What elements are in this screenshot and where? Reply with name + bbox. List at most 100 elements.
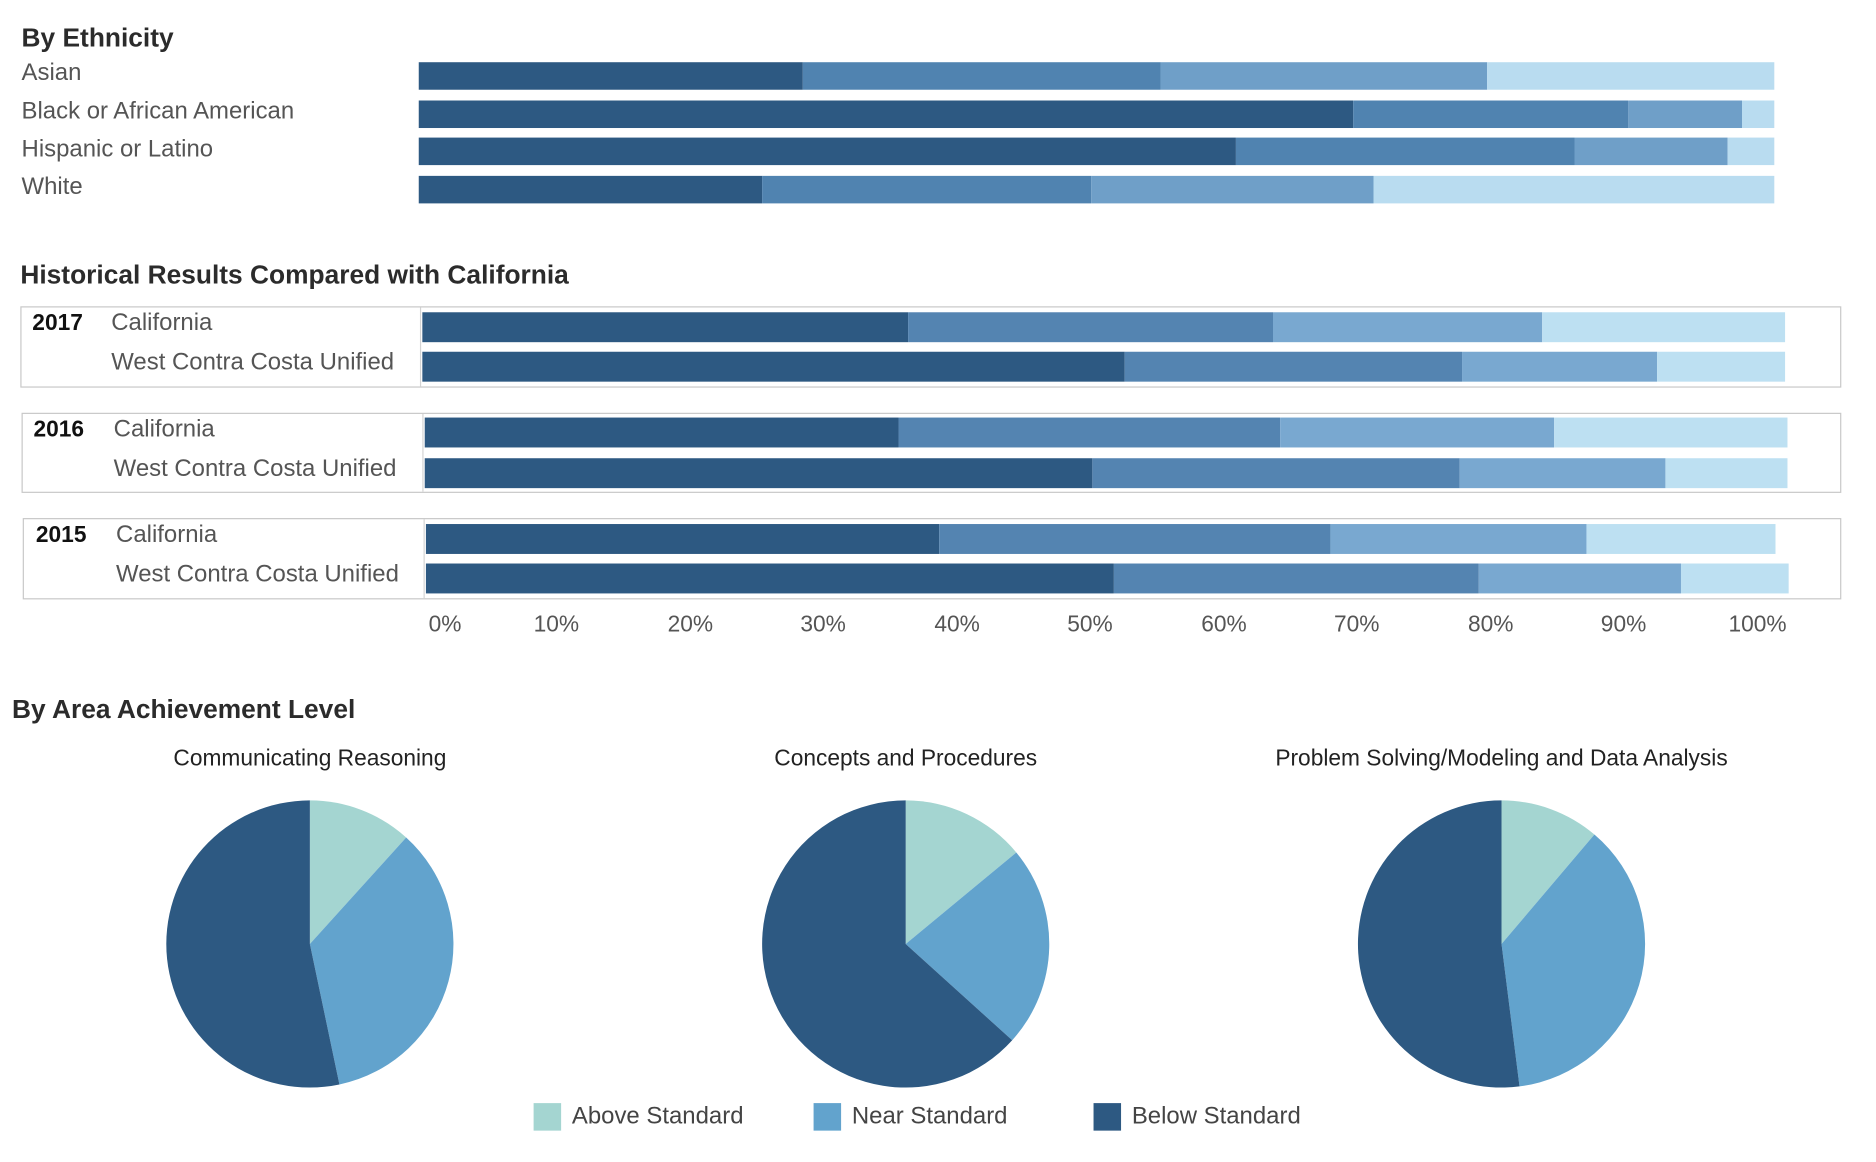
area-title: By Area Achievement Level: [11, 693, 356, 724]
historical-bar-2016-1-segment-3: [1280, 417, 1555, 448]
ethnicity-bar-3-segment-4: [1728, 138, 1775, 166]
historical-bar-2017-2-segment-1: [422, 351, 1125, 382]
label-2017-california: California: [111, 309, 213, 337]
legend-below-label: Below Standard: [1131, 1103, 1301, 1130]
historical-bar-2015-2-segment-2: [1114, 563, 1479, 594]
historical-title: Historical Results Compared with Califor…: [20, 259, 569, 290]
historical-bar-2015-2-segment-1: [425, 563, 1115, 594]
pie-2-slice-above: [905, 800, 1017, 944]
group-2016-box: [21, 412, 1842, 493]
legend-near-label: Near Standard: [851, 1103, 1008, 1130]
year-2017-label: 2017: [32, 311, 83, 337]
historical-bar-2017-1-segment-3: [1272, 312, 1543, 343]
historical-bar-2016-2-segment-1: [424, 458, 1093, 489]
historical-bar-2017-2: [422, 351, 1786, 382]
ethnicity-bar-3-segment-3: [1575, 138, 1729, 166]
x-tick-label: 80%: [1468, 612, 1514, 638]
ethnicity-bar-3: [418, 138, 1775, 166]
historical-bar-2015-1-segment-4: [1586, 524, 1776, 554]
label-2016-wccu: West Contra Costa Unified: [113, 455, 397, 483]
historical-bar-2015-1-segment-2: [938, 524, 1331, 554]
label-2017-wccu: West Contra Costa Unified: [111, 349, 395, 376]
ethnicity-bar-4-segment-2: [761, 175, 1092, 204]
pie-3-slice-below: [1357, 800, 1520, 1088]
legend-above-swatch: [533, 1103, 562, 1131]
pie-1-slice-near: [309, 837, 454, 1085]
x-tick-label: 10%: [533, 612, 580, 638]
x-tick-label: 100%: [1728, 612, 1787, 638]
historical-bar-2017-1-segment-4: [1542, 312, 1786, 343]
historical-bar-2015-2-segment-4: [1681, 563, 1789, 594]
historical-bar-2015-2: [425, 563, 1789, 594]
pie-3-slice-above: [1501, 800, 1595, 944]
historical-bar-2016-2-segment-4: [1664, 458, 1788, 489]
historical-bars: [422, 312, 1789, 594]
group-2017-box: [20, 306, 1842, 388]
ethnicity-bar-2-segment-4: [1741, 100, 1775, 128]
year-2016-label: 2016: [33, 417, 85, 443]
historical-bar-2015-1-segment-1: [425, 524, 939, 554]
x-tick-label: 20%: [667, 612, 714, 638]
pie-2-slice-near: [905, 852, 1050, 1041]
ethnicity-bar-2-segment-2: [1352, 100, 1628, 128]
historical-bar-2015-1-segment-3: [1330, 524, 1587, 554]
ethnicity-bar-4-segment-4: [1373, 175, 1775, 204]
pie-1-slice-above: [309, 800, 407, 944]
ethnicity-bar-1-segment-1: [418, 62, 803, 90]
x-tick-label: 50%: [1067, 612, 1113, 638]
ethnicity-label-asian: Asian: [21, 59, 82, 87]
legend-near: Near Standard: [813, 1103, 1008, 1131]
group-2017-divider: [419, 307, 422, 387]
historical-bar-2016-2-segment-3: [1459, 458, 1665, 489]
historical-bar-2015-2-segment-3: [1478, 563, 1682, 594]
historical-bar-2017-1-segment-2: [908, 312, 1273, 343]
historical-bar-2015-1: [425, 524, 1776, 554]
legend-above-label: Above Standard: [571, 1103, 744, 1130]
ethnicity-bar-4: [418, 175, 1775, 204]
ethnicity-bar-4-segment-1: [418, 175, 762, 204]
pie-charts: [166, 800, 1646, 1088]
x-tick-label: 90%: [1600, 612, 1647, 638]
ethnicity-bar-1-segment-4: [1486, 62, 1775, 90]
ethnicity-bar-2-segment-1: [418, 100, 1353, 128]
pie-title-communicating: Communicating Reasoning: [173, 746, 447, 772]
ethnicity-title: By Ethnicity: [21, 22, 174, 53]
label-2015-california: California: [116, 521, 218, 548]
ethnicity-label-white: White: [21, 173, 83, 200]
x-tick-label: 60%: [1201, 612, 1247, 638]
label-2016-california: California: [113, 416, 215, 443]
legend-below: Below Standard: [1093, 1103, 1301, 1131]
historical-bar-2016-1: [424, 417, 1788, 448]
historical-bar-2016-2-segment-2: [1092, 458, 1460, 489]
x-axis-ticks: 0% 10% 20% 30% 40% 50% 60% 70% 80% 90% 100%: [0, 613, 1876, 649]
ethnicity-label-hispanic: Hispanic or Latino: [21, 136, 214, 163]
pie-1-slice-below: [166, 800, 340, 1088]
pie-2-slice-below: [762, 800, 1013, 1088]
x-tick-label: 30%: [800, 612, 846, 638]
pie-title-problem-solving: Problem Solving/Modeling and Data Analys…: [1275, 746, 1728, 772]
ethnicity-bar-2-segment-3: [1627, 100, 1742, 128]
historical-bar-2016-2: [424, 458, 1788, 489]
ethnicity-bars: [418, 62, 1775, 206]
ethnicity-bar-1: [418, 62, 1775, 90]
ethnicity-label-black: Black or African American: [21, 98, 295, 125]
historical-bar-2017-1-segment-1: [422, 312, 909, 343]
ethnicity-bar-3-segment-1: [418, 138, 1237, 166]
ethnicity-bar-4-segment-3: [1091, 175, 1374, 204]
x-tick-label: 0%: [428, 612, 462, 638]
historical-bar-2017-1: [422, 312, 1786, 343]
x-tick-label: 70%: [1334, 612, 1380, 638]
legend-near-swatch: [813, 1103, 842, 1131]
historical-bar-2017-2-segment-3: [1461, 351, 1658, 382]
group-2015-divider: [423, 519, 425, 599]
legend-below-swatch: [1093, 1103, 1122, 1131]
year-2015-label: 2015: [35, 522, 87, 548]
legend-above: Above Standard: [533, 1103, 744, 1131]
ethnicity-bar-3-segment-2: [1236, 138, 1576, 166]
x-tick-label: 40%: [934, 612, 980, 638]
pie-title-concepts: Concepts and Procedures: [774, 746, 1038, 772]
historical-bar-2017-2-segment-2: [1124, 351, 1462, 382]
pie-3-slice-near: [1501, 834, 1646, 1087]
ethnicity-bar-1-segment-2: [802, 62, 1161, 90]
